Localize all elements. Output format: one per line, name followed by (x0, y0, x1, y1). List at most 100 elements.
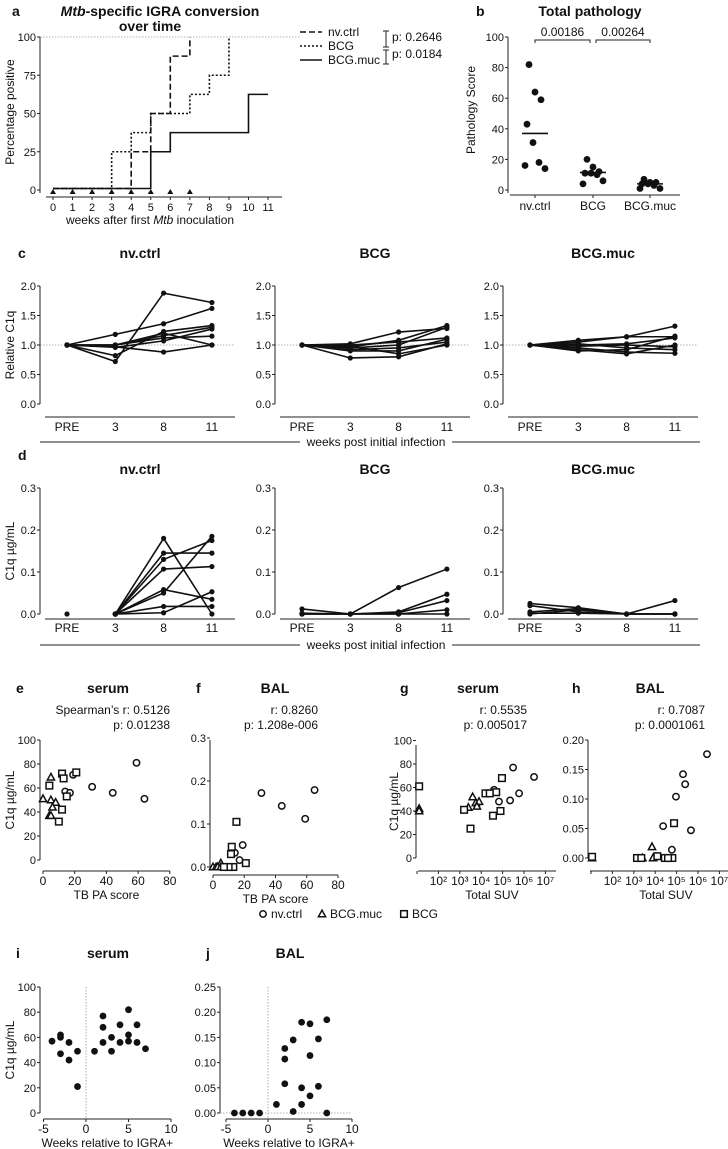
subject-line-BCG.muc (529, 335, 676, 352)
panel-b-y-label: Pathology Score (464, 66, 478, 154)
censor-mark-triangle (69, 189, 76, 194)
data-point-nv.ctrl (529, 139, 537, 146)
subject-point (209, 563, 215, 570)
subject-point (624, 347, 630, 353)
correlation-p: p: 1.208e-006 (244, 718, 318, 732)
panel-c-subtitle: BCG (359, 245, 390, 261)
panel-c-y-tick-label: 0.0 (256, 399, 271, 411)
data-point-BCG.muc (47, 801, 58, 811)
panel-d-subtitle: nv.ctrl (120, 461, 161, 477)
panel-e-y-tick-label: 40 (24, 807, 36, 819)
panel-a-y-label: Percentage positive (3, 59, 17, 165)
x-tick-label: 0 (265, 1122, 272, 1136)
panel-d-y-tick-label: 0.1 (256, 567, 271, 579)
panel-i-y-tick-label: 100 (18, 982, 36, 994)
panel-d-y-tick-label: 0.3 (484, 483, 499, 495)
subject-point (672, 333, 678, 339)
panel-a-y-tick-label: 0 (30, 185, 36, 197)
subject-point (624, 342, 630, 348)
data-point-nv.ctrl (301, 814, 310, 823)
panel-a-x-tick-label: 8 (206, 202, 212, 214)
subject-point (347, 611, 353, 617)
panel-b-y-tick-label: 20 (492, 154, 504, 166)
subject-point (444, 611, 450, 617)
x-tick-label: 80 (331, 878, 345, 892)
panel-c-label: c (18, 245, 26, 261)
panel-b-title: Total pathology (538, 3, 641, 19)
subject-point (444, 566, 450, 572)
data-point-nv.ctrl (686, 826, 695, 835)
significance-label: 0.00186 (541, 25, 585, 39)
data-point (116, 1039, 124, 1046)
panel-f-y-tick-label: 0.1 (191, 819, 206, 831)
data-point (323, 1016, 331, 1024)
subject-point (347, 343, 353, 349)
data-point-BCG (45, 781, 54, 790)
data-point-BCG (492, 788, 501, 797)
panel-c-y-tick-label: 2.0 (484, 281, 499, 293)
panel-d-y-tick-label: 0.1 (484, 567, 499, 579)
data-point (65, 1056, 73, 1064)
data-point (315, 1035, 322, 1043)
subject-point (209, 533, 215, 539)
panel-c-subtitle: BCG.muc (571, 245, 635, 261)
panel-d-y-tick-label: 0.0 (21, 609, 36, 621)
x-tick-label: 3 (112, 621, 119, 635)
km-curve-BCG.muc (53, 93, 269, 190)
subject-point (672, 611, 678, 617)
data-point-BCG.muc (46, 771, 56, 781)
correlation-r: r: 0.7087 (658, 703, 706, 717)
x-tick-label: 0 (210, 878, 217, 892)
x-tick-label: 10² (604, 874, 621, 888)
x-tick-label: 80 (163, 874, 177, 888)
data-point (48, 1037, 56, 1045)
subject-point (444, 335, 450, 341)
panel-e-y-tick-label: 80 (24, 759, 36, 771)
panel-i-x-label: Weeks relative to IGRA+ (42, 1136, 174, 1149)
subject-point (161, 590, 167, 596)
panel-e-title: serum (87, 680, 129, 696)
data-point-BCG (485, 789, 494, 798)
subject-line-BCG.muc (529, 335, 675, 346)
x-tick-label: 10 (164, 1122, 178, 1136)
pvalue-bracket (383, 49, 389, 65)
x-tick-label: 10⁴ (472, 874, 491, 888)
subject-point (575, 348, 581, 354)
censor-mark-triangle (186, 189, 193, 194)
data-point-BCG (663, 853, 673, 863)
subject-point (527, 342, 533, 348)
panel-c-y-tick-label: 1.5 (484, 311, 499, 323)
x-tick-label: 10⁵ (667, 874, 685, 888)
subject-point (209, 333, 215, 339)
data-point-BCG (460, 805, 469, 814)
panel-a-title-rest: -specific IGRA conversion (86, 3, 260, 19)
panel-d-y-label: C1q µg/mL (3, 521, 17, 580)
subject-point (624, 611, 630, 617)
censor-mark-triangle (50, 189, 56, 194)
panel-a-x-tick-label: 11 (262, 202, 273, 214)
data-point-BCG (241, 859, 250, 868)
data-point-BCG (589, 163, 597, 171)
legend-marker-square (399, 909, 409, 919)
correlation-p: p: 0.01238 (113, 718, 170, 732)
subject-point (527, 603, 533, 609)
panel-j-x-label: Weeks relative to IGRA+ (223, 1136, 355, 1149)
panel-a-y-tick-label: 25 (24, 147, 36, 159)
panel-e-y-tick-label: 100 (18, 735, 36, 747)
data-point (57, 1050, 64, 1058)
legend-marker-triangle (317, 908, 327, 918)
subject-point (64, 611, 70, 617)
km-curve-nv.ctrl (53, 37, 191, 190)
data-point-nv.ctrl (132, 758, 141, 767)
subject-point (624, 334, 630, 340)
subject-point (209, 299, 215, 306)
x-tick-label: PRE (290, 621, 315, 635)
subject-point (209, 537, 215, 544)
data-point (65, 1039, 73, 1046)
data-point-nv.ctrl (537, 96, 545, 104)
x-tick-label: 60 (131, 874, 145, 888)
panel-c-y-tick-label: 0.0 (21, 399, 36, 411)
subject-point (396, 345, 402, 351)
x-tick-label: 11 (669, 420, 682, 434)
subject-point (209, 324, 215, 330)
